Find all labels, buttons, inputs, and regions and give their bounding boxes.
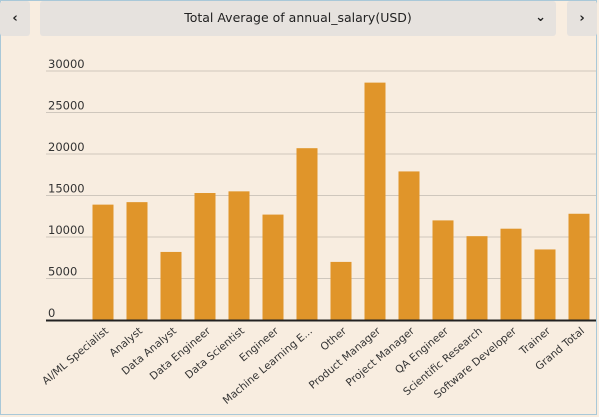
chart-toolbar: ‹ Total Average of annual_salary(USD) ⌄ … bbox=[0, 0, 599, 37]
chevron-left-icon[interactable]: ‹ bbox=[0, 1, 30, 36]
x-category-label: Data Engineer bbox=[148, 325, 214, 383]
measure-dropdown[interactable]: Total Average of annual_salary(USD) ⌄ bbox=[40, 1, 556, 36]
bar[interactable] bbox=[228, 191, 250, 320]
bar[interactable] bbox=[194, 193, 216, 320]
bar[interactable] bbox=[262, 214, 284, 320]
x-category-label: Data Scientist bbox=[183, 325, 247, 381]
bar[interactable] bbox=[330, 261, 352, 320]
y-tick-label: 20000 bbox=[48, 140, 85, 154]
y-tick-label: 5000 bbox=[48, 265, 77, 279]
y-tick-label: 25000 bbox=[48, 99, 85, 113]
y-tick-label: 30000 bbox=[48, 57, 85, 71]
bar[interactable] bbox=[296, 148, 318, 320]
bar[interactable] bbox=[92, 204, 114, 320]
bar[interactable] bbox=[126, 202, 148, 320]
x-category-label: AI/ML Specialist bbox=[40, 325, 111, 387]
bar[interactable] bbox=[364, 82, 386, 321]
bars bbox=[92, 82, 590, 321]
bar[interactable] bbox=[398, 171, 420, 320]
bar[interactable] bbox=[568, 213, 590, 320]
y-tick-label: 10000 bbox=[48, 223, 85, 237]
bar[interactable] bbox=[432, 220, 454, 320]
y-tick-label: 0 bbox=[48, 306, 55, 320]
measure-label: Total Average of annual_salary(USD) bbox=[184, 10, 412, 25]
bar[interactable] bbox=[160, 251, 182, 320]
x-category-label: Other bbox=[318, 325, 349, 354]
y-tick-label: 15000 bbox=[48, 182, 85, 196]
bar[interactable] bbox=[466, 236, 488, 320]
bar[interactable] bbox=[534, 249, 556, 320]
chevron-right-icon[interactable]: › bbox=[567, 1, 597, 36]
bar[interactable] bbox=[500, 228, 522, 320]
chevron-down-icon: ⌄ bbox=[535, 10, 546, 25]
y-axis-ticks: 0 5000 10000 15000 20000 25000 30000 bbox=[48, 57, 85, 320]
